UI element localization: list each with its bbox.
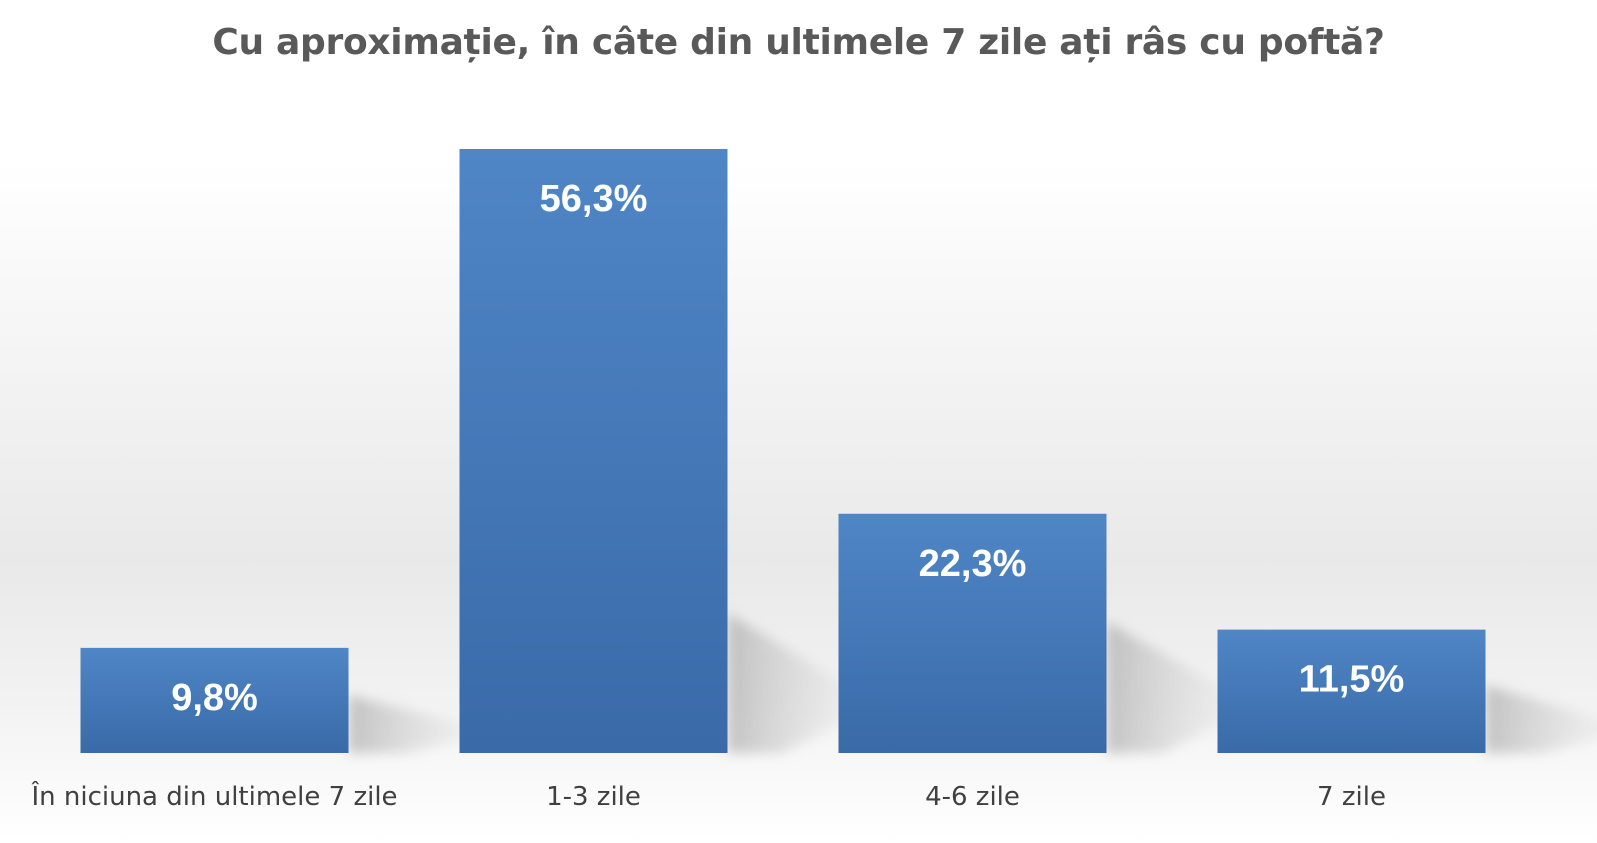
- bar-shadow: [1485, 685, 1597, 753]
- bar: [459, 149, 728, 753]
- value-label: 9,8%: [171, 677, 258, 719]
- value-label: 11,5%: [1299, 659, 1405, 701]
- category-label: 7 zile: [1317, 782, 1386, 812]
- category-label: 4-6 zile: [925, 782, 1020, 812]
- category-labels-group: În niciuna din ultimele 7 zile 1-3 zile 4-…: [30, 780, 1386, 812]
- value-label: 56,3%: [540, 178, 648, 220]
- category-label: 1-3 zile: [546, 782, 641, 812]
- category-label: În niciuna din ultimele 7 zile: [30, 780, 397, 812]
- bar: [80, 647, 349, 753]
- bar: [838, 513, 1107, 753]
- value-labels-group: 9,8% 56,3% 22,3% 11,5%: [171, 178, 1404, 719]
- chart-title: Cu aproximație, în câte din ultimele 7 z…: [212, 22, 1385, 63]
- bar: [1217, 629, 1486, 753]
- bars-group: [80, 149, 1486, 753]
- value-label: 22,3%: [919, 543, 1027, 585]
